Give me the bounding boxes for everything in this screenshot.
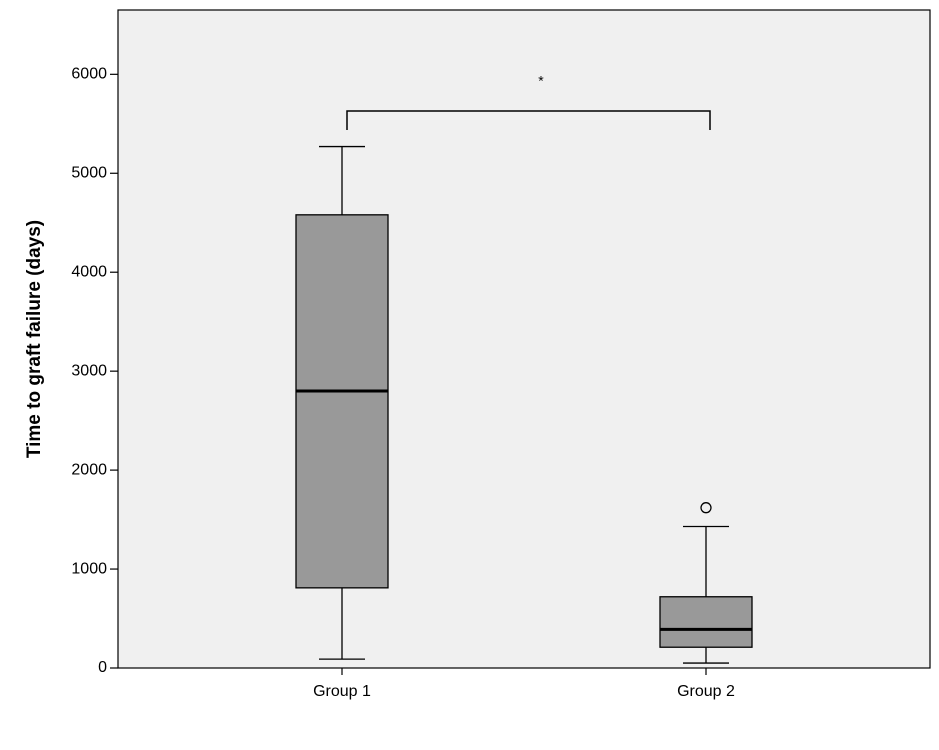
y-tick-label: 0 [98,659,107,676]
plot-area [117,9,931,669]
box [659,596,753,648]
x-tick-label: Group 2 [677,683,735,700]
y-tick-label: 5000 [71,164,107,181]
y-tick-label: 4000 [71,263,107,280]
outlier [700,502,712,514]
annotation: * [538,73,544,89]
y-tick-label: 6000 [71,66,107,83]
y-axis-label: Time to graft failure (days) [24,220,45,458]
y-tick-label: 2000 [71,461,107,478]
box [295,214,389,589]
x-tick-label: Group 1 [313,683,371,700]
significance-bracket [346,110,711,130]
y-tick-label: 1000 [71,560,107,577]
y-tick-label: 3000 [71,362,107,379]
